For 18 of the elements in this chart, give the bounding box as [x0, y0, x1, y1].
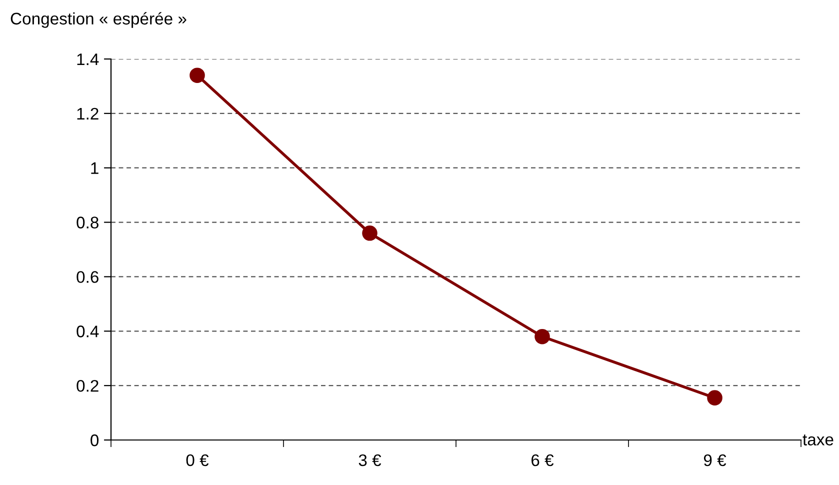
- point: [190, 68, 205, 83]
- point: [362, 226, 378, 241]
- y-tick-label: 0.8: [76, 216, 98, 228]
- point: [707, 390, 722, 406]
- y-axis-title: Congestion « espérée »: [10, 12, 186, 28]
- x-tick-label: 3 €: [358, 454, 382, 466]
- y-tick-label: 1.4: [77, 54, 99, 66]
- y-tick-label: 1.2: [77, 108, 98, 120]
- y-tick-label: 1: [91, 162, 98, 174]
- y-tick-label: 0: [90, 434, 99, 446]
- x-tick-label: 6 €: [532, 454, 554, 466]
- y-tick-label: 0.2: [76, 380, 98, 392]
- point: [534, 328, 550, 344]
- y-tick-label: 0.6: [76, 271, 98, 283]
- y-tick-label: 0.4: [76, 326, 99, 338]
- x-axis-title: taxe: [802, 434, 834, 446]
- x-tick-label: 0 €: [186, 454, 209, 466]
- x-tick-label: 9 €: [704, 454, 726, 466]
